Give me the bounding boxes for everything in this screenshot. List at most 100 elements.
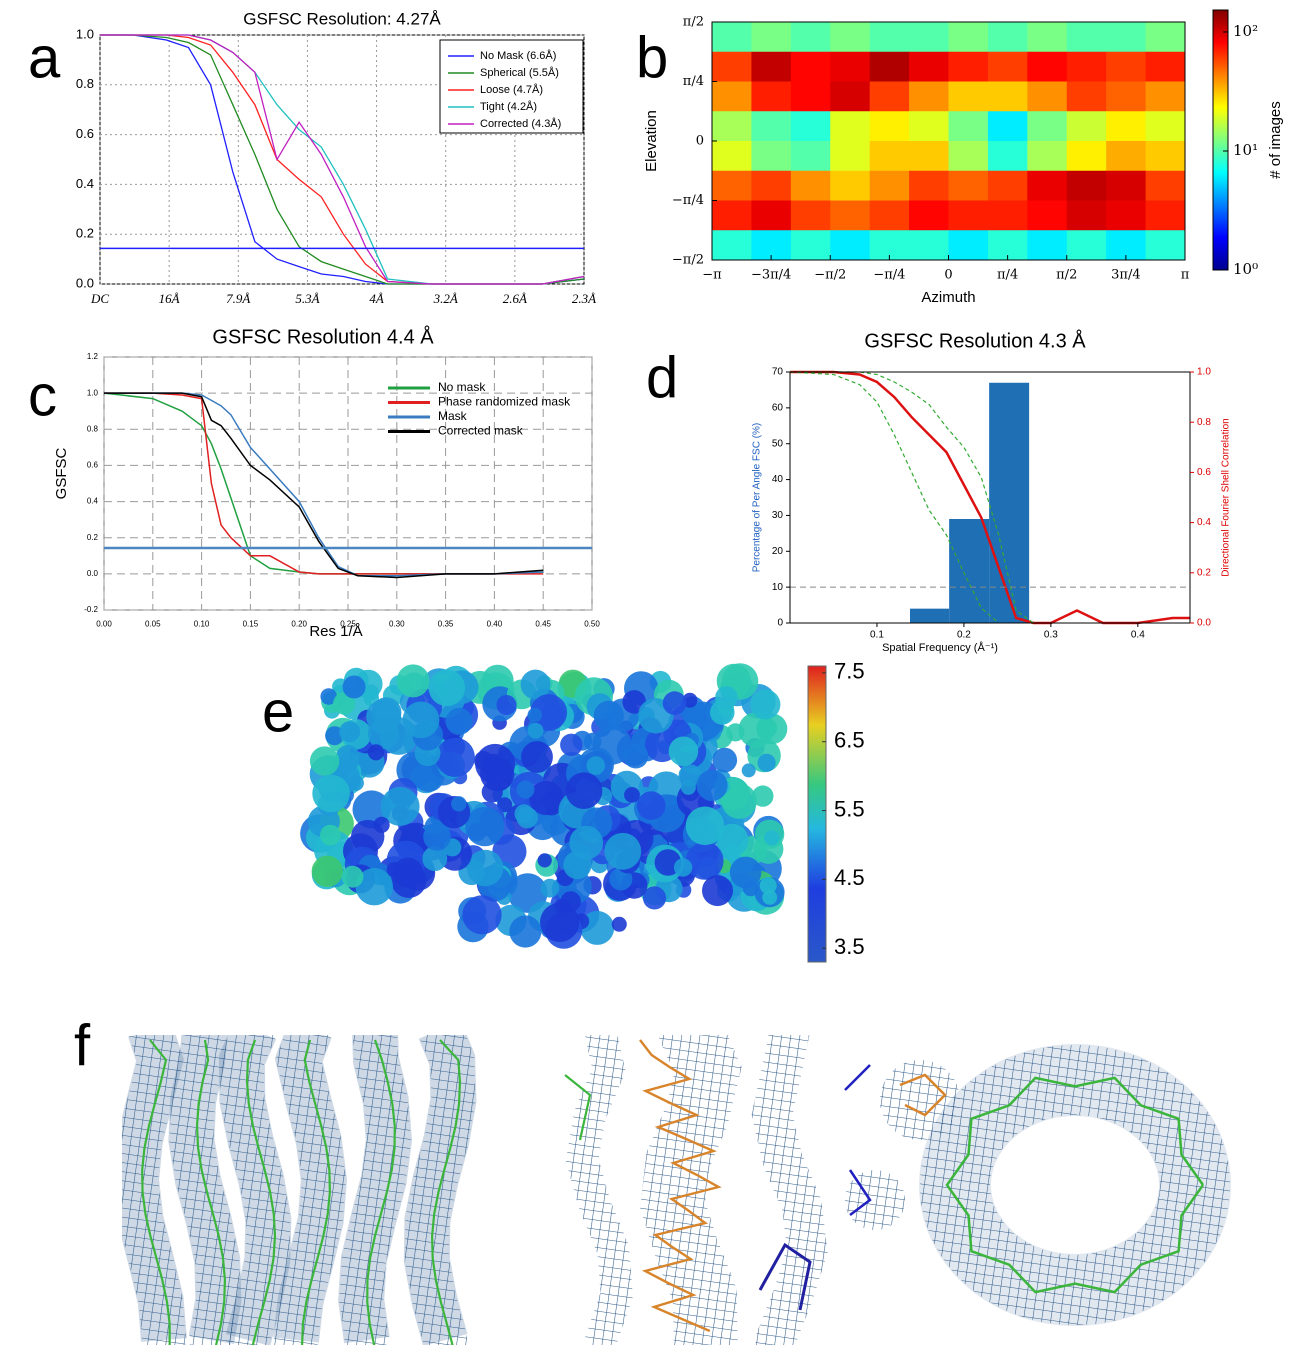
heatmap-cell (948, 170, 989, 201)
backbone-trace (300, 1039, 331, 1345)
colorbar-tick-label: 10¹ (1233, 141, 1258, 159)
heatmap-cell (712, 81, 752, 112)
x-tick-label: 16Å (159, 291, 180, 306)
heatmap-cell (909, 81, 949, 112)
heatmap-cell (909, 170, 949, 201)
heatmap-cell (712, 230, 752, 261)
series-line (104, 392, 544, 579)
map-blob (509, 915, 542, 948)
heatmap-cell (987, 81, 1028, 112)
colorbar-tick-label: 5.5 (834, 796, 865, 821)
map-blob (422, 846, 448, 872)
heatmap-cell (948, 81, 989, 112)
map-blob (514, 804, 534, 824)
map-blob (445, 707, 473, 735)
heatmap-cell (1027, 22, 1068, 53)
panel-label: a (28, 25, 61, 90)
series-line (789, 371, 1000, 624)
map-blob (738, 712, 774, 748)
x-tick-label: π/4 (997, 268, 1018, 283)
map-blob (309, 746, 340, 776)
heatmap-cell (1106, 141, 1147, 172)
heatmap-cell (948, 200, 989, 231)
mesh-panel (564, 1035, 828, 1345)
x-tick-label: 2.3Å (572, 291, 596, 306)
map-blob (366, 699, 402, 735)
map-blob (668, 736, 699, 767)
map-blob (586, 756, 606, 775)
map-blob (560, 733, 583, 756)
x-tick-label: 0.25 (340, 620, 356, 629)
colorbar-tick-label: 10⁰ (1233, 260, 1258, 278)
x-tick-label: DC (90, 291, 109, 306)
x-tick-label: 0.50 (584, 620, 600, 629)
heatmap-cell (751, 141, 792, 172)
colorbar-tick-label: 6.5 (834, 728, 865, 753)
colorbar (1212, 9, 1229, 271)
x-tick-label: π/2 (1056, 268, 1077, 283)
mesh-panel (122, 1035, 477, 1345)
heatmap-cell (751, 200, 792, 231)
y-tick-label: −π/2 (672, 253, 704, 268)
y-tick-label: 1.0 (87, 388, 99, 397)
heatmap-cell (712, 22, 752, 53)
x-tick-label: 0.1 (870, 630, 884, 641)
map-blob (611, 916, 627, 932)
map-blob (462, 895, 502, 935)
map-blob (624, 787, 640, 803)
map-blob (341, 865, 364, 888)
heatmap-cell (1066, 141, 1107, 172)
legend-label: Phase randomized mask (438, 395, 571, 409)
backbone-trace (564, 1074, 592, 1141)
heatmap-cell (909, 51, 949, 82)
heatmap-cell (987, 51, 1028, 82)
mesh-outline (218, 1035, 292, 1345)
panel-label: c (28, 363, 57, 428)
map-blob (726, 723, 745, 742)
mesh-outline (338, 1035, 413, 1344)
mesh-tube (122, 1035, 186, 1345)
y-tick-label: 0.4 (87, 497, 99, 506)
chart-panel: 0.00 0.05 0.10 0.15 0.20 0.25 0.30 0.35 0.40 0.45… (53, 325, 600, 640)
map-blob (604, 832, 642, 870)
series-line (104, 392, 544, 577)
heatmap-cell (1027, 51, 1068, 82)
legend-label: Spherical (5.5Å) (480, 66, 559, 79)
y-axis-label: GSFSC (53, 448, 70, 500)
heatmap-cell (869, 170, 910, 201)
mesh-outline (122, 1035, 187, 1342)
mesh-tube (339, 1035, 412, 1345)
x-tick-label: 2.6Å (503, 291, 527, 306)
chart-title: GSFSC Resolution: 4.27Å (243, 9, 441, 28)
x-tick-label: 7.9Å (226, 291, 250, 306)
map-blob (516, 780, 535, 799)
heatmap-cell (869, 51, 910, 82)
map-blob (527, 707, 543, 723)
y-tick-label: 0.2 (76, 226, 94, 241)
colorbar-tick-label: 3.5 (834, 934, 865, 959)
heatmap-cell (1066, 200, 1107, 231)
map-blob (715, 686, 738, 709)
y-tick-label: 70 (772, 367, 784, 378)
y-tick-label: 0.2 (87, 533, 99, 542)
heatmap-cell (1106, 51, 1147, 82)
heatmap-cell (712, 200, 752, 231)
colorbar (807, 665, 827, 963)
map-blob (527, 722, 544, 739)
legend-label: No Mask (6.6Å) (480, 49, 556, 62)
backbone-trace (245, 1039, 277, 1345)
mesh-outline (273, 1035, 348, 1343)
y2-tick-label: 1.0 (1197, 367, 1211, 378)
map-blob (741, 763, 756, 778)
mesh-outline (403, 1035, 477, 1345)
map-blob (716, 823, 749, 857)
heatmap-cell (790, 111, 831, 142)
heatmap-cell (1027, 141, 1068, 172)
map-blob (467, 849, 504, 887)
atom-model (639, 1039, 722, 1333)
x-tick-label: 0.15 (243, 620, 259, 629)
map-blob (339, 721, 361, 743)
heatmap-cell (790, 170, 831, 201)
